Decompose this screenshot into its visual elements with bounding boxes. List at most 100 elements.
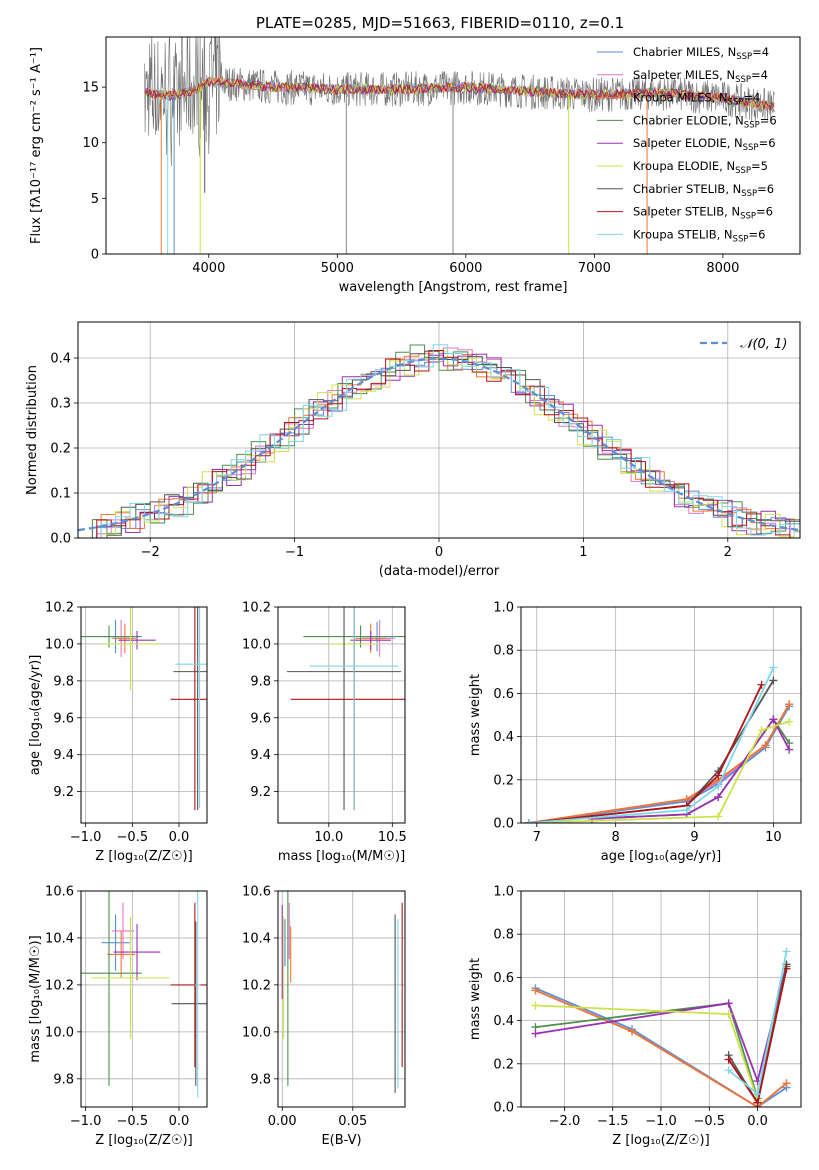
x-tick-label: 0 xyxy=(435,545,443,560)
x-tick-label: −1.0 xyxy=(645,1114,677,1129)
axes-frame xyxy=(520,890,802,1108)
x-tick-label: −1.0 xyxy=(70,830,102,845)
chart-mass-weight-vs-z: −2.0 −1.5 −1.0 −0.5 0.0 0.0 0.2 0.4 0.6 0.8 1.0 Z [… xyxy=(468,885,802,1148)
plot-area xyxy=(144,37,775,254)
x-tick-label: 10 xyxy=(765,830,782,845)
legend-label: Chabrier MILES, NSSP=4 xyxy=(633,45,769,62)
series-point xyxy=(769,663,778,672)
axes-frame xyxy=(277,890,406,1108)
x-tick-label: 8 xyxy=(612,830,620,845)
y-tick-label: 9.6 xyxy=(250,711,271,726)
legend: Chabrier MILES, NSSP=4 Salpeter MILES, NS… xyxy=(597,45,777,244)
x-axis-label: (data-model)/error xyxy=(379,564,500,579)
y-tick-label: 9.8 xyxy=(250,674,271,689)
series-point xyxy=(724,1010,733,1019)
y-tick-label: 0.2 xyxy=(50,442,71,457)
series-point xyxy=(524,819,533,823)
chart-residuals: −2 −1 0 1 2 0.0 0.1 0.2 0.3 0.4 (data-model)/error… xyxy=(25,321,801,579)
axes-frame xyxy=(77,321,801,539)
x-axis-label: age [log₁₀(age/yr)] xyxy=(601,849,722,864)
axes-frame xyxy=(80,606,208,824)
series-line xyxy=(535,987,788,1107)
series-point xyxy=(761,741,770,750)
y-tick-label: 0.4 xyxy=(50,352,71,367)
chart-mass-weight-vs-age: 7 8 9 10 0.0 0.2 0.4 0.6 0.8 1.0 age [log₁₀(age/yr… xyxy=(468,601,802,864)
x-tick-label: −0.5 xyxy=(117,1114,149,1129)
series-point xyxy=(724,999,733,1008)
y-tick-label: 0 xyxy=(91,248,99,263)
y-axis-label: mass weight xyxy=(468,674,483,756)
x-tick-label: −0.5 xyxy=(693,1114,725,1129)
histogram-series xyxy=(86,350,800,538)
x-tick-label: 5000 xyxy=(321,261,354,276)
series-point xyxy=(531,1001,540,1010)
y-tick-label: 10.4 xyxy=(242,931,271,946)
series-point xyxy=(531,986,540,995)
series-line xyxy=(535,989,788,1107)
x-tick-label: 0.05 xyxy=(338,1114,367,1129)
series-point xyxy=(757,726,766,735)
y-tick-label: 1.0 xyxy=(493,885,514,900)
spectrum-series-line xyxy=(144,76,775,112)
y-tick-label: 9.8 xyxy=(53,1072,74,1087)
y-tick-label: 9.8 xyxy=(250,1072,271,1087)
legend-label: Chabrier STELIB, NSSP=6 xyxy=(633,182,774,199)
spectrum-series-line xyxy=(144,78,775,111)
y-tick-label: 10.0 xyxy=(45,637,74,652)
y-tick-label: 0.2 xyxy=(493,1057,514,1072)
histogram-series xyxy=(82,347,800,538)
plot-area xyxy=(521,891,801,1107)
series-line xyxy=(528,679,775,823)
legend-label: Kroupa ELODIE, NSSP=5 xyxy=(633,159,768,176)
series-point xyxy=(753,1098,762,1107)
series-point xyxy=(531,1029,540,1038)
x-axis-label: Z [log₁₀(Z/Z☉)] xyxy=(612,1133,709,1148)
series-point xyxy=(785,745,794,754)
x-tick-label: 0.0 xyxy=(169,1114,190,1129)
histogram-series xyxy=(86,353,800,538)
histogram-series xyxy=(86,344,800,538)
y-tick-label: 15 xyxy=(82,81,99,96)
y-tick-label: 0.0 xyxy=(493,1101,514,1116)
chart-mass-vs-ebv: 0.00 0.05 9.8 10.0 10.2 10.4 10.6 E(B-V) xyxy=(242,885,406,1148)
chart-age-vs-z: −1.0 −0.5 0.0 9.2 9.4 9.6 9.8 10.0 10.2 Z [log₁₀(… xyxy=(28,601,208,864)
y-axis-label: mass weight xyxy=(468,958,483,1040)
y-tick-label: 10.0 xyxy=(242,1025,271,1040)
x-tick-label: −2.0 xyxy=(549,1114,581,1129)
legend-label: Kroupa STELIB, NSSP=6 xyxy=(633,227,765,244)
axes-frame xyxy=(520,606,802,824)
plot-area xyxy=(81,891,207,1107)
x-tick-label: 8000 xyxy=(706,261,739,276)
y-tick-label: 10.6 xyxy=(242,885,271,900)
y-tick-label: 0.8 xyxy=(493,644,514,659)
x-axis-label: Z [log₁₀(Z/Z☉)] xyxy=(95,849,192,864)
x-axis-label: mass [log₁₀(M/M☉)] xyxy=(278,849,405,864)
histogram-series xyxy=(82,350,800,538)
series-point xyxy=(785,717,794,726)
chart-mass-vs-z: −1.0 −0.5 0.0 9.8 10.0 10.2 10.4 10.6 Z [log₁₀(Z… xyxy=(28,885,208,1148)
legend-label: Kroupa MILES, NSSP=4 xyxy=(633,91,760,108)
series-point xyxy=(785,700,794,709)
series-point xyxy=(714,771,723,780)
plot-area xyxy=(81,607,207,823)
y-tick-label: 10.2 xyxy=(242,601,271,616)
y-tick-label: 0.1 xyxy=(50,487,71,502)
y-axis-label: Normed distribution xyxy=(25,365,40,495)
series-point xyxy=(753,1090,762,1099)
series-point xyxy=(714,782,723,791)
x-tick-label: 0.00 xyxy=(268,1114,297,1129)
x-tick-label: 10.5 xyxy=(378,830,407,845)
x-tick-label: 6000 xyxy=(449,261,482,276)
x-axis-label: Z [log₁₀(Z/Z☉)] xyxy=(95,1133,192,1148)
legend-label: Salpeter STELIB, NSSP=6 xyxy=(633,205,773,222)
series-point xyxy=(724,1066,733,1075)
y-tick-label: 9.2 xyxy=(53,785,74,800)
x-tick-label: −1 xyxy=(285,545,304,560)
series-point xyxy=(682,806,691,815)
x-tick-label: 7000 xyxy=(578,261,611,276)
y-tick-label: 9.4 xyxy=(250,748,271,763)
series-point xyxy=(714,812,723,821)
figure-title: PLATE=0285, MJD=51663, FIBERID=0110, z=0… xyxy=(256,14,624,32)
y-tick-label: 10.0 xyxy=(45,1025,74,1040)
